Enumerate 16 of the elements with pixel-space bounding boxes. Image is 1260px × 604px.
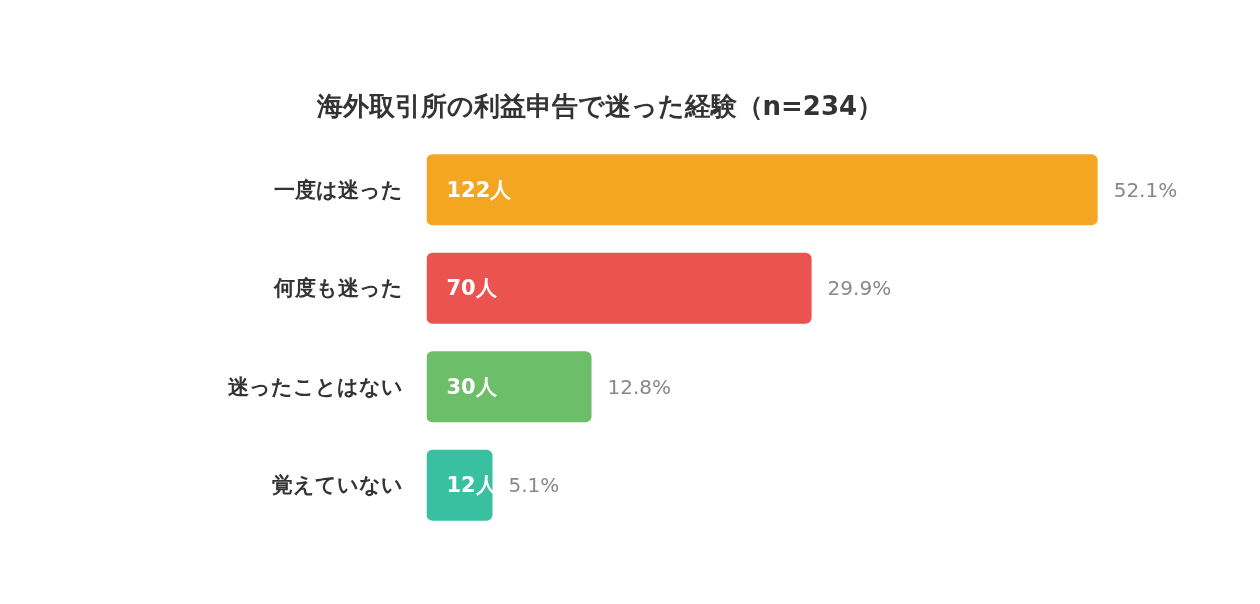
bar: [426, 154, 1098, 226]
y-tick-label: 何度も迷った: [272, 276, 403, 301]
bar: [426, 351, 592, 423]
data-label: 30人: [446, 374, 498, 399]
annotation: 29.9%: [827, 276, 892, 301]
y-tick-label: 一度は迷った: [273, 177, 403, 202]
y-tick-label: 覚えていない: [271, 473, 403, 498]
annotation: 5.1%: [508, 473, 560, 498]
bar: [426, 449, 493, 521]
annotation: 12.8%: [607, 374, 672, 399]
data-label: 122人: [446, 177, 513, 202]
annotation: 52.1%: [1113, 177, 1178, 202]
chart-title: 海外取引所の利益申告で迷った経験（n=234）: [315, 90, 884, 121]
data-label: 70人: [446, 276, 498, 301]
y-tick-label: 迷ったことはない: [227, 374, 403, 399]
bar: [426, 252, 812, 324]
